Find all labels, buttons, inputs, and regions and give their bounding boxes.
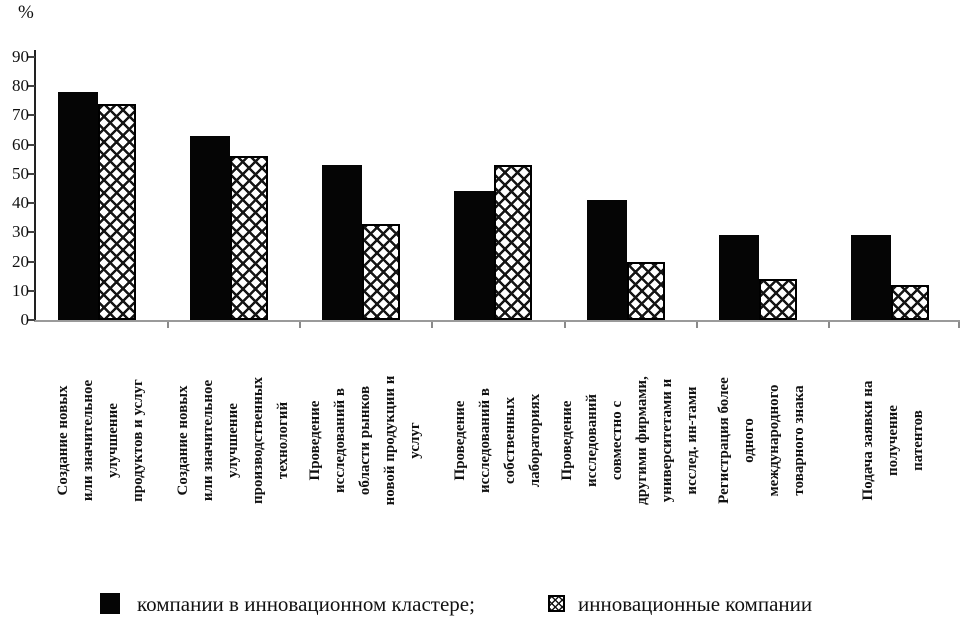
x-axis-label-0: Создание новых или значительное улучшени… (55, 379, 147, 502)
y-tick-label: 50 (12, 163, 29, 183)
bar-innovative-companies-4 (626, 261, 665, 320)
y-tick-mark (28, 319, 35, 321)
x-axis-label-2: Проведение исследований в области рынков… (306, 375, 423, 506)
bar-innovative-companies-5 (758, 279, 797, 320)
bar-cluster-companies-4 (586, 200, 627, 320)
x-tick-mark (827, 322, 830, 328)
y-tick-mark (28, 143, 35, 146)
legend-swatch-cluster-companies (100, 593, 120, 614)
y-tick-label: 80 (12, 76, 29, 96)
bar-cluster-companies-3 (454, 191, 495, 320)
y-axis-unit-label: % (18, 2, 34, 23)
y-tick-label: 40 (12, 193, 29, 213)
legend-label-cluster-companies: компании в инновационном кластере; (137, 592, 475, 616)
x-axis-label-4: Проведение исследований совместно с друг… (558, 376, 700, 505)
bar-cluster-companies-0 (58, 92, 98, 320)
x-axis-label-1: Создание новых или значительное улучшени… (174, 376, 291, 505)
y-tick-mark (28, 172, 35, 175)
legend-swatch-innovative-companies (548, 595, 565, 612)
x-tick-mark (695, 322, 698, 328)
y-tick-mark (28, 114, 35, 117)
bar-cluster-companies-5 (718, 235, 759, 320)
x-axis-line (34, 320, 960, 322)
x-tick-mark (958, 322, 960, 328)
y-tick-label: 90 (12, 47, 29, 66)
bar-innovative-companies-3 (494, 165, 533, 320)
x-axis-label-5: Регистрация более одного международного … (715, 377, 807, 504)
x-tick-mark (431, 322, 434, 328)
x-axis-label-6: Подача заявки на получение патентов (860, 380, 927, 501)
bar-cluster-companies-1 (190, 135, 231, 320)
bar-cluster-companies-2 (322, 165, 363, 320)
y-tick-label: 0 (20, 310, 30, 329)
y-tick-label: 20 (12, 251, 29, 271)
y-tick-mark (28, 202, 35, 205)
y-tick-mark (28, 289, 35, 292)
y-tick-mark (28, 231, 35, 234)
y-tick-label: 70 (12, 105, 29, 125)
x-tick-mark (167, 322, 170, 328)
bar-innovative-companies-6 (890, 284, 929, 320)
bar-cluster-companies-6 (850, 235, 891, 320)
bar-innovative-companies-2 (362, 223, 401, 320)
y-tick-mark (28, 85, 35, 88)
y-axis-line (34, 50, 36, 322)
y-tick-label: 60 (12, 134, 29, 154)
x-tick-mark (563, 322, 566, 328)
x-tick-mark (299, 322, 302, 328)
x-axis-label-3: Проведение исследований в собственных ла… (451, 388, 543, 493)
y-tick-mark (28, 260, 35, 263)
y-tick-label: 30 (12, 222, 29, 242)
bar-innovative-companies-1 (230, 156, 269, 320)
legend: компании в инновационном кластере; иннов… (0, 585, 962, 620)
legend-label-innovative-companies: инновационные компании (578, 592, 813, 616)
bar-innovative-companies-0 (98, 103, 136, 320)
y-tick-label: 10 (12, 280, 29, 300)
y-tick-mark (28, 56, 35, 58)
